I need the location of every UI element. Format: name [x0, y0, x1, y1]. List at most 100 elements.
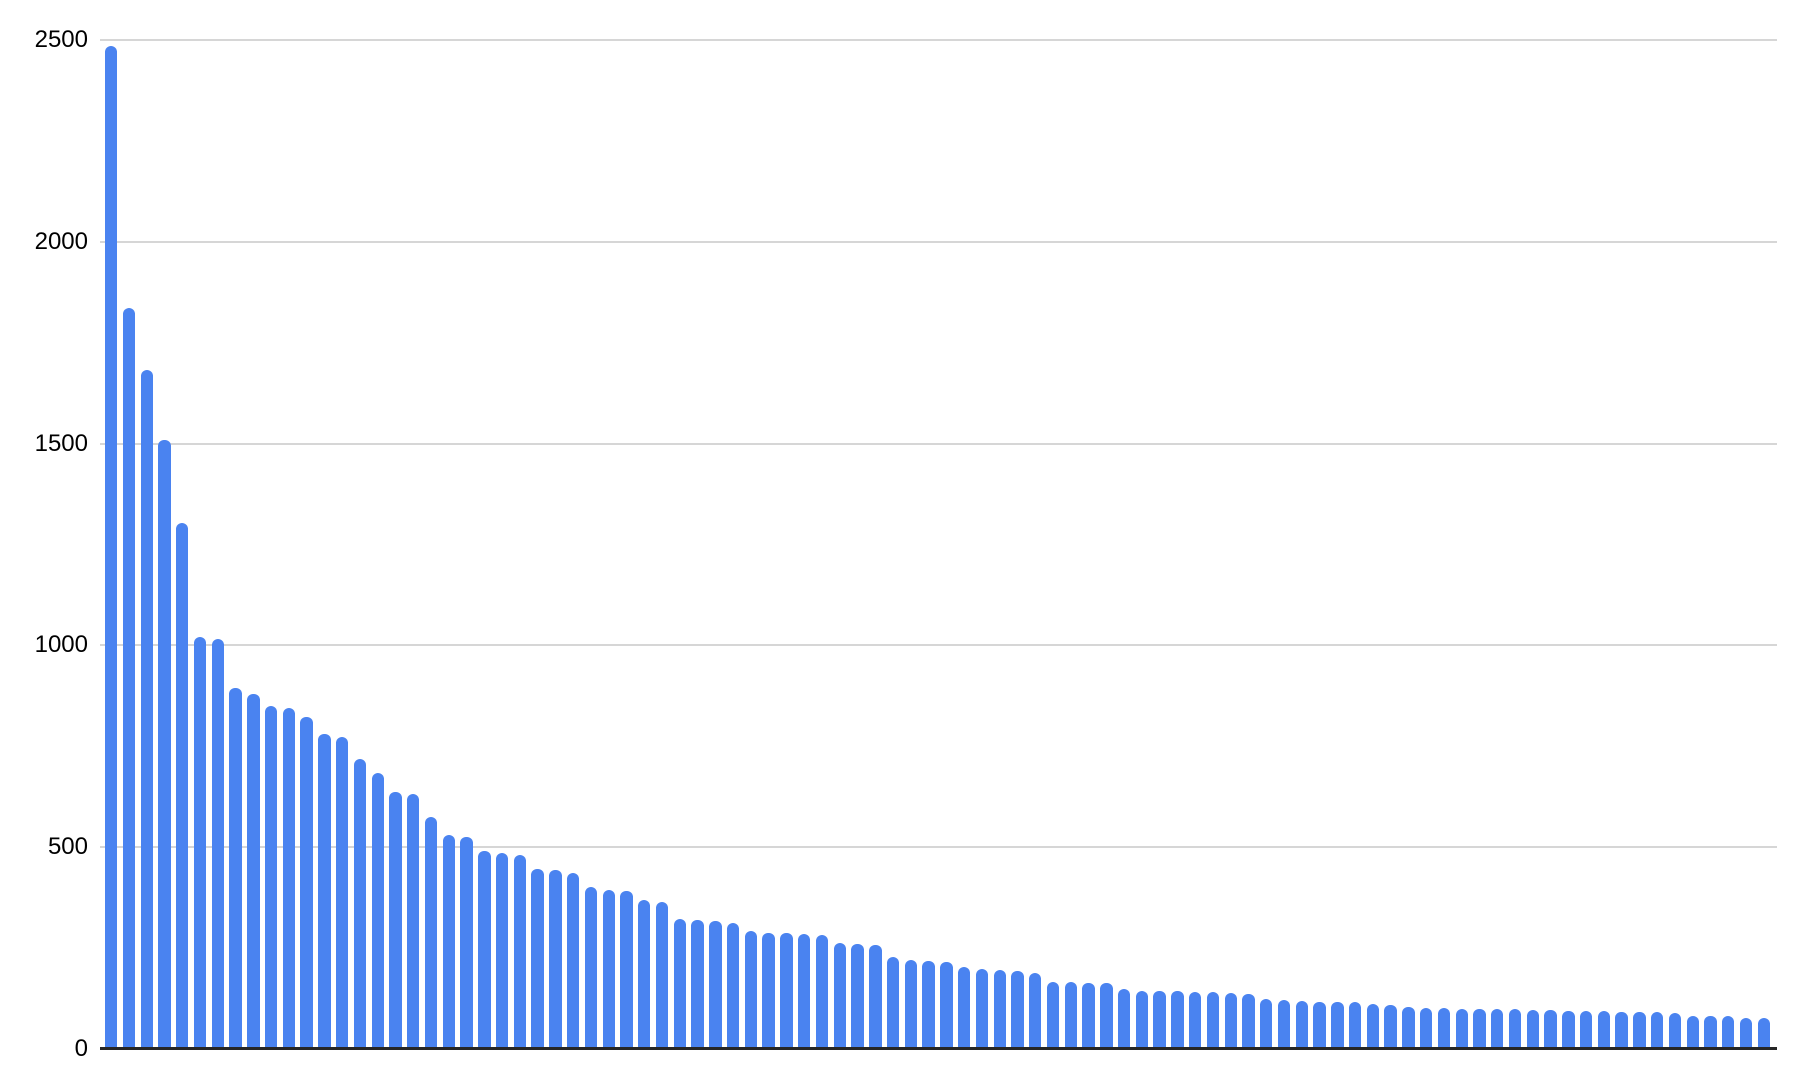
y-axis-tick-label: 2000: [34, 227, 88, 255]
bar: [353, 758, 367, 1049]
bar: [1508, 1009, 1522, 1049]
gridline: [100, 442, 1777, 445]
bar: [709, 920, 722, 1049]
bar: [1242, 993, 1255, 1049]
bar: [762, 932, 775, 1049]
gridline: [100, 39, 1777, 41]
bar: [1686, 1015, 1699, 1049]
bar: [229, 687, 242, 1049]
bar: [1348, 1002, 1362, 1049]
bar: [247, 694, 260, 1049]
bar: [1526, 1009, 1539, 1049]
y-axis-tick-label: 500: [47, 833, 88, 861]
bar: [1029, 973, 1042, 1049]
y-axis-tick-label: 1000: [34, 631, 88, 659]
bar: [176, 523, 189, 1049]
bar: [726, 923, 740, 1049]
bar: [1260, 998, 1273, 1049]
bar: [1331, 1001, 1344, 1049]
bar: [620, 890, 633, 1049]
bar: [300, 717, 313, 1049]
bar: [140, 369, 153, 1049]
bar: [318, 733, 331, 1049]
bar: [1491, 1009, 1504, 1049]
bar: [1704, 1015, 1717, 1049]
bar: [1722, 1015, 1735, 1049]
bar: [833, 943, 846, 1049]
bar: [798, 933, 811, 1049]
bar: [1011, 971, 1024, 1049]
bar: [638, 900, 651, 1049]
bar: [975, 968, 989, 1049]
bar: [940, 961, 953, 1049]
bar: [1100, 983, 1113, 1049]
bar: [122, 308, 136, 1049]
bar: [1206, 992, 1220, 1049]
bar: [1579, 1011, 1593, 1049]
bar: [567, 873, 580, 1049]
bar: [193, 637, 207, 1049]
bar: [1668, 1012, 1682, 1049]
bar: [1064, 982, 1077, 1049]
bar: [1419, 1007, 1433, 1049]
bar: [584, 887, 598, 1049]
bar: [922, 961, 935, 1049]
bar: [1473, 1009, 1486, 1049]
bar: [904, 960, 918, 1049]
bar: [1313, 1001, 1326, 1049]
bar: [1597, 1011, 1611, 1049]
bar: [1757, 1017, 1770, 1049]
gridline: [100, 846, 1777, 849]
gridline: [100, 644, 1777, 647]
bar: [1739, 1017, 1753, 1049]
bar: [158, 439, 171, 1049]
bar: [993, 970, 1006, 1049]
bar: [1650, 1012, 1664, 1049]
bar: [1402, 1007, 1415, 1049]
bar: [442, 835, 456, 1049]
bar: [886, 956, 900, 1049]
bar: [478, 850, 491, 1049]
y-axis-tick-label: 1500: [34, 429, 88, 457]
bar: [1615, 1011, 1628, 1049]
bar: [1384, 1004, 1397, 1049]
bar: [531, 869, 544, 1049]
bar: [549, 870, 562, 1049]
bar: [1153, 990, 1166, 1049]
bar: [371, 773, 384, 1049]
bar: [1188, 991, 1202, 1049]
bar: [744, 931, 758, 1049]
bar: [407, 793, 420, 1049]
bar: [1135, 990, 1149, 1049]
bar: [1295, 1001, 1308, 1049]
bar: [495, 852, 509, 1049]
bar: [1366, 1003, 1380, 1049]
bar: [602, 889, 615, 1049]
bar: [460, 836, 473, 1049]
bar: [1082, 982, 1095, 1049]
bar: [282, 707, 296, 1049]
bar: [815, 935, 829, 1049]
bar: [389, 792, 402, 1049]
bar: [264, 706, 278, 1049]
y-axis-tick-label: 2500: [34, 26, 88, 53]
bar: [1117, 989, 1131, 1049]
gridline: [100, 240, 1777, 243]
bar: [211, 639, 224, 1049]
bar: [105, 46, 118, 1049]
y-axis-tick-label: 0: [74, 1035, 88, 1062]
bar: [1171, 991, 1184, 1049]
bar: [869, 944, 882, 1049]
bar: [1437, 1008, 1451, 1049]
bar: [851, 944, 864, 1049]
bar: [1277, 999, 1291, 1049]
bar: [655, 902, 669, 1049]
bar: [691, 920, 704, 1049]
bar: [513, 855, 527, 1049]
bar: [1224, 993, 1237, 1049]
bar: [1455, 1008, 1468, 1049]
bar: [1544, 1010, 1557, 1049]
bar: [1046, 982, 1060, 1049]
bar: [673, 919, 687, 1049]
